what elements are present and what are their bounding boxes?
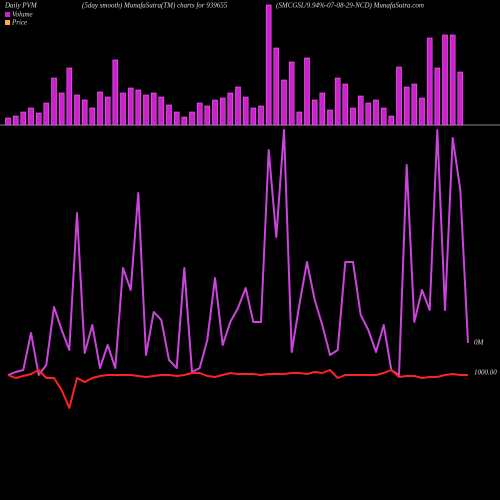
volume-bar — [12, 115, 19, 126]
volume-bar — [51, 77, 57, 126]
volume-bar — [311, 99, 318, 126]
volume-bar — [35, 112, 42, 126]
volume-bar — [365, 102, 372, 126]
pvm-label: 0M — [474, 339, 485, 347]
volume-bar — [189, 111, 195, 126]
volume-bar — [357, 95, 364, 126]
volume-bar — [403, 86, 410, 126]
volume-bar — [442, 34, 448, 126]
volume-bar — [5, 117, 11, 126]
volume-bar — [449, 34, 456, 126]
volume-bar — [350, 107, 356, 126]
legend-swatch — [5, 20, 10, 25]
price-label: 1000.00 — [474, 369, 497, 377]
volume-bar — [28, 107, 34, 126]
volume-bar — [196, 102, 203, 126]
volume-bar — [327, 109, 333, 126]
chart-subtitle: (5day smooth) MunafaSutra(TM) charts for… — [82, 2, 228, 10]
volume-bar — [319, 92, 326, 126]
volume-bar — [150, 92, 157, 126]
volume-bar — [434, 67, 441, 126]
volume-bar — [242, 96, 249, 126]
volume-bar — [58, 92, 65, 126]
volume-bar — [273, 47, 280, 126]
volume-bar — [89, 107, 96, 126]
volume-bar — [127, 87, 134, 126]
volume-bar — [373, 99, 379, 126]
legend-swatch — [5, 12, 10, 17]
volume-bar — [250, 107, 257, 126]
volume-bar — [388, 115, 395, 126]
volume-bar — [334, 77, 341, 126]
volume-bar — [173, 111, 180, 126]
volume-bar — [281, 79, 287, 126]
volume-bar — [342, 83, 349, 126]
symbol-label: (SMCGSL/9.94%-07-08-29-NCD) MunafaSutra.… — [276, 2, 424, 10]
volume-bar — [227, 92, 234, 126]
volume-bar — [43, 102, 50, 126]
price-line — [7, 369, 468, 409]
volume-bar — [66, 67, 73, 126]
volume-bar — [304, 57, 310, 126]
volume-bar — [135, 89, 142, 126]
volume-bar — [296, 111, 303, 126]
legend-label: Price — [11, 19, 27, 27]
chart-title: Daily PVM — [4, 2, 38, 10]
volume-bar — [457, 71, 464, 126]
volume-bar — [212, 99, 218, 126]
volume-bar — [419, 97, 425, 126]
volume-bar — [258, 105, 264, 126]
volume-bar — [396, 66, 402, 126]
volume-bar — [104, 96, 111, 126]
volume-bar — [166, 104, 172, 126]
volume-bar — [97, 91, 103, 126]
volume-bar — [120, 92, 126, 126]
volume-bar — [380, 107, 387, 126]
volume-bar — [235, 86, 241, 126]
volume-bar — [181, 116, 188, 126]
volume-bar — [265, 4, 272, 126]
volume-bar — [204, 105, 211, 126]
volume-bar — [219, 97, 226, 126]
volume-bar — [143, 94, 149, 126]
volume-bar — [288, 61, 295, 126]
volume-bar — [20, 111, 27, 126]
volume-bar — [158, 96, 165, 126]
volume-bar — [112, 59, 119, 126]
legend-label: Volume — [12, 11, 33, 19]
volume-bar — [411, 83, 418, 126]
volume-bar — [426, 37, 433, 126]
volume-bar — [74, 94, 80, 126]
volume-bar — [81, 99, 88, 126]
